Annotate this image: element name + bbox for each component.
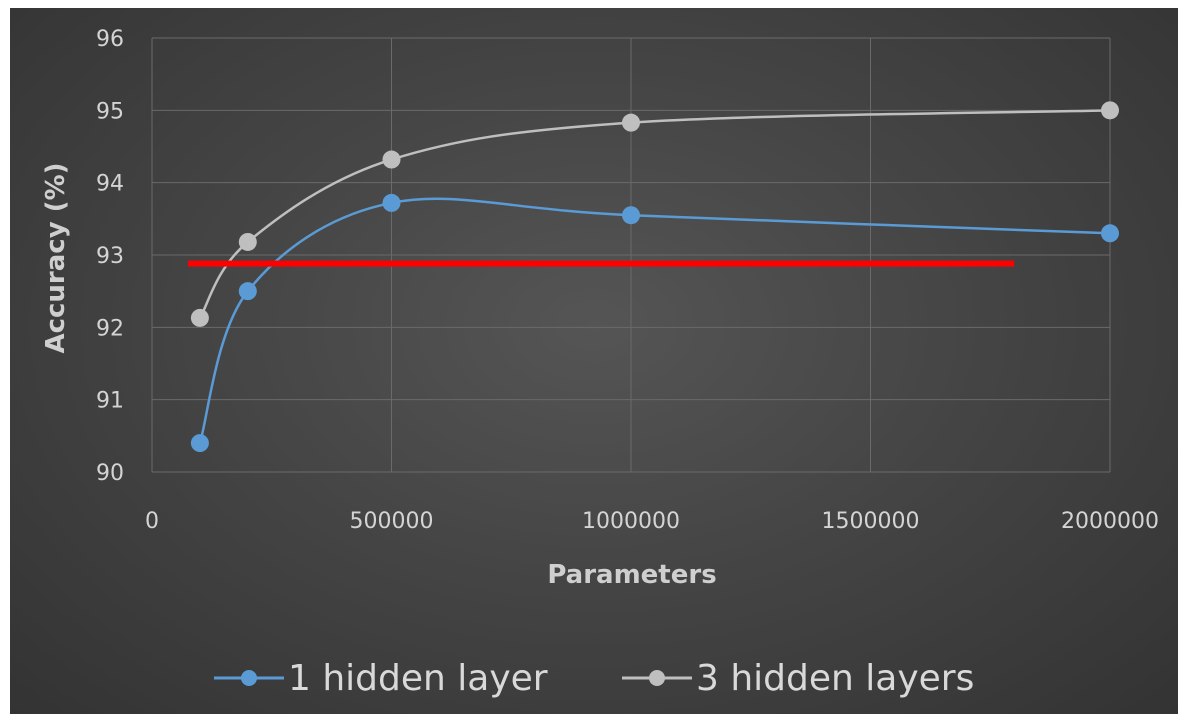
data-point-series-1 [190,434,209,453]
legend-item-series-2: 3 hidden layers [622,658,974,699]
x-tick-label: 1500000 [822,509,920,534]
y-tick-label: 96 [96,27,124,52]
data-point-series-2 [1101,101,1119,120]
data-point-series-1 [238,282,257,301]
y-tick-label: 94 [96,172,124,197]
x-tick-label: 2000000 [1061,509,1159,534]
data-point-series-1 [382,193,401,212]
legend-marker-series-2 [649,670,665,686]
legend-label-series-1: 1 hidden layer [288,658,548,699]
data-point-series-2 [622,113,640,132]
legend-item-series-1: 1 hidden layer [214,658,548,699]
data-point-series-2 [238,232,257,251]
y-tick-label: 93 [96,244,124,269]
x-tick-label: 500000 [350,509,434,534]
data-point-series-1 [622,206,640,225]
x-tick-label: 0 [145,509,159,534]
y-axis-ticks: 90 91 92 93 94 95 96 [96,27,124,486]
legend-marker-series-1 [241,670,257,686]
data-point-series-2 [190,308,209,327]
series-line-2 [198,109,1111,319]
x-tick-label: 1000000 [582,509,680,534]
y-tick-label: 95 [96,99,124,124]
y-tick-label: 90 [96,461,124,486]
series-line-1 [198,197,1111,444]
data-point-series-2 [382,150,401,169]
legend: 1 hidden layer 3 hidden layers [214,658,974,699]
y-axis-title: Accuracy (%) [41,162,71,353]
data-point-series-1 [1101,224,1119,243]
x-axis-title: Parameters [547,560,716,590]
legend-label-series-2: 3 hidden layers [696,658,974,699]
data-points [190,101,1119,453]
series-lines [198,109,1111,444]
x-axis-ticks: 0 500000 1000000 1500000 2000000 [145,509,1159,534]
grid-lines [151,37,1111,473]
y-tick-label: 91 [96,389,124,414]
y-tick-label: 92 [96,316,124,341]
